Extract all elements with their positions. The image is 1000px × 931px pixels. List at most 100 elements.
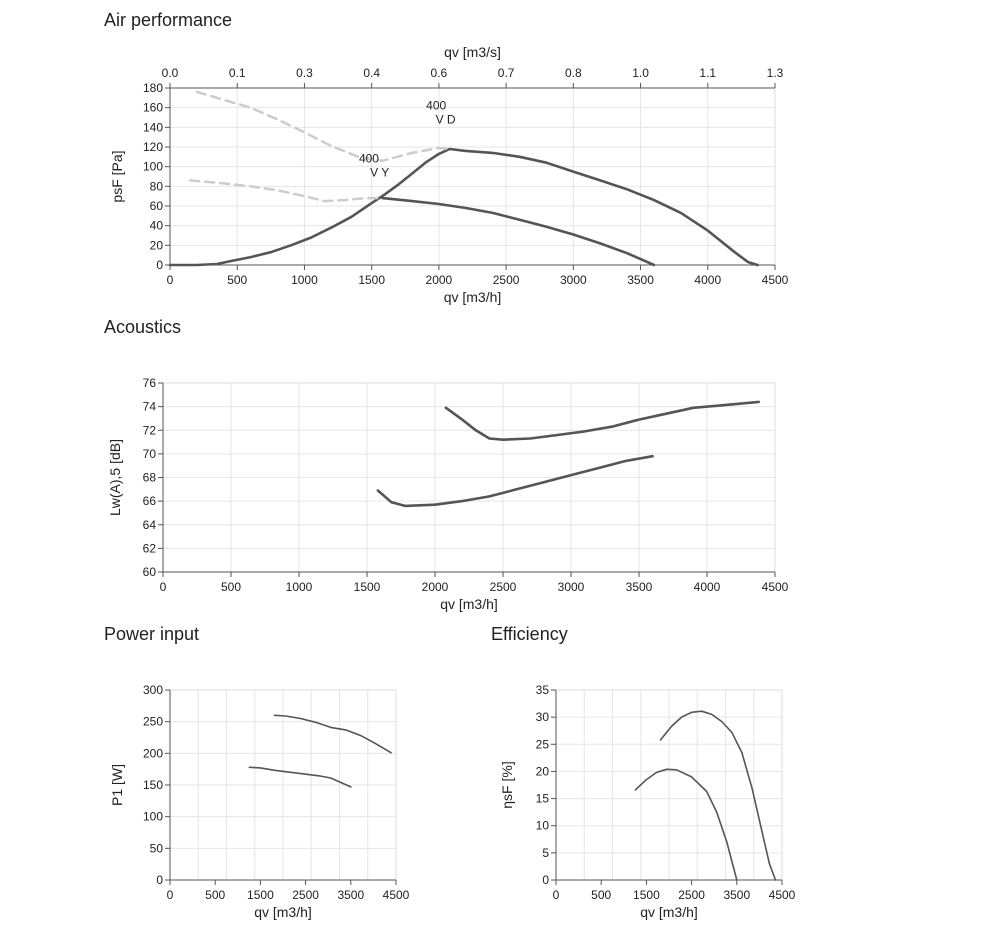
y-tick-label: 5 bbox=[542, 846, 549, 860]
x-tick-label: 2500 bbox=[490, 580, 517, 594]
x-axis-title: qv [m3/h] bbox=[254, 904, 312, 920]
x-tick-label: 0 bbox=[160, 580, 167, 594]
curve-annotation: V D bbox=[436, 112, 456, 126]
y-tick-label: 64 bbox=[143, 518, 157, 532]
section-title-air: Air performance bbox=[104, 10, 233, 30]
x-axis-title: qv [m3/h] bbox=[440, 596, 498, 612]
x2-tick-label: 1.1 bbox=[699, 66, 716, 80]
y-tick-label: 80 bbox=[150, 179, 164, 193]
x2-axis-title: qv [m3/s] bbox=[444, 44, 501, 60]
x2-tick-label: 0.0 bbox=[162, 66, 179, 80]
x-tick-label: 1000 bbox=[291, 273, 318, 287]
x-tick-label: 0 bbox=[167, 273, 174, 287]
y-tick-label: 100 bbox=[143, 160, 163, 174]
y-axis-title: Lw(A),5 [dB] bbox=[107, 439, 123, 516]
y-tick-label: 20 bbox=[150, 238, 164, 252]
y-axis-title: psF [Pa] bbox=[109, 150, 125, 202]
air-curve-2 bbox=[381, 196, 656, 267]
air-curve-1 bbox=[168, 147, 759, 267]
x-tick-label: 4500 bbox=[762, 580, 789, 594]
y-tick-label: 150 bbox=[143, 778, 163, 792]
y-tick-label: 100 bbox=[143, 810, 163, 824]
air-curve-3 bbox=[195, 90, 451, 163]
x2-tick-label: 1.3 bbox=[767, 66, 784, 80]
x-tick-label: 1500 bbox=[358, 273, 385, 287]
x2-tick-label: 0.8 bbox=[565, 66, 582, 80]
section-title-efficiency: Efficiency bbox=[491, 624, 568, 644]
y-tick-label: 72 bbox=[143, 423, 157, 437]
y-tick-label: 15 bbox=[536, 792, 550, 806]
x-tick-label: 500 bbox=[227, 273, 247, 287]
x2-tick-label: 1.0 bbox=[632, 66, 649, 80]
y-tick-label: 0 bbox=[156, 873, 163, 887]
y-tick-label: 68 bbox=[143, 471, 157, 485]
power-curve-2 bbox=[248, 766, 352, 788]
x2-tick-label: 0.1 bbox=[229, 66, 246, 80]
x-tick-label: 2000 bbox=[426, 273, 453, 287]
x-axis-title: qv [m3/h] bbox=[444, 289, 502, 305]
x-tick-label: 1500 bbox=[247, 888, 274, 902]
y-tick-label: 20 bbox=[536, 764, 550, 778]
x2-tick-label: 0.4 bbox=[363, 66, 380, 80]
plot-frame bbox=[169, 87, 776, 266]
x-tick-label: 2500 bbox=[292, 888, 319, 902]
x-tick-label: 0 bbox=[167, 888, 174, 902]
y-tick-label: 250 bbox=[143, 715, 163, 729]
y-tick-label: 10 bbox=[536, 819, 550, 833]
x-tick-label: 2500 bbox=[678, 888, 705, 902]
x-tick-label: 3000 bbox=[560, 273, 587, 287]
y-tick-label: 60 bbox=[150, 199, 164, 213]
efficiency-curve-1 bbox=[659, 710, 777, 881]
y-tick-label: 180 bbox=[143, 81, 163, 95]
x-tick-label: 3500 bbox=[626, 580, 653, 594]
y-tick-label: 200 bbox=[143, 746, 163, 760]
x-tick-label: 500 bbox=[221, 580, 241, 594]
curve-annotation: V Y bbox=[370, 166, 389, 180]
x-tick-label: 4500 bbox=[762, 273, 789, 287]
x-axis-title: qv [m3/h] bbox=[640, 904, 698, 920]
y-tick-label: 62 bbox=[143, 541, 157, 555]
power-chart: 0 50 100 150 200 250 300 0 500 1500 2500 3500 4500 qv… bbox=[109, 683, 410, 920]
x-tick-label: 4500 bbox=[383, 888, 410, 902]
x-tick-label: 3500 bbox=[627, 273, 654, 287]
y-tick-label: 25 bbox=[536, 737, 550, 751]
efficiency-curve-2 bbox=[634, 768, 738, 881]
y-axis-title: P1 [W] bbox=[109, 764, 125, 806]
x-tick-label: 0 bbox=[553, 888, 560, 902]
x2-tick-label: 0.7 bbox=[498, 66, 515, 80]
y-axis-title: ηsF [%] bbox=[499, 761, 515, 808]
y-tick-label: 120 bbox=[143, 140, 163, 154]
y-tick-label: 140 bbox=[143, 120, 163, 134]
y-tick-label: 76 bbox=[143, 376, 157, 390]
curve-annotation: 400 bbox=[359, 152, 379, 166]
y-tick-label: 70 bbox=[143, 447, 157, 461]
x-tick-label: 4000 bbox=[694, 273, 721, 287]
y-tick-label: 66 bbox=[143, 494, 157, 508]
x-tick-label: 3500 bbox=[723, 888, 750, 902]
y-tick-label: 300 bbox=[143, 683, 163, 697]
acoustics-curve-1 bbox=[444, 400, 760, 441]
curve-annotation: 400 bbox=[426, 99, 446, 113]
y-tick-label: 74 bbox=[143, 400, 157, 414]
y-tick-label: 0 bbox=[156, 258, 163, 272]
x-tick-label: 500 bbox=[591, 888, 611, 902]
y-tick-label: 40 bbox=[150, 219, 164, 233]
x-tick-label: 1000 bbox=[286, 580, 313, 594]
x-tick-label: 2500 bbox=[493, 273, 520, 287]
x-tick-label: 4000 bbox=[694, 580, 721, 594]
x-tick-label: 500 bbox=[205, 888, 225, 902]
acoustics-curve-2 bbox=[376, 454, 654, 508]
x-tick-label: 2000 bbox=[422, 580, 449, 594]
x-tick-label: 3500 bbox=[337, 888, 364, 902]
power-curve-1 bbox=[273, 714, 392, 754]
x-tick-label: 1500 bbox=[633, 888, 660, 902]
y-tick-label: 60 bbox=[143, 565, 157, 579]
x-tick-label: 1500 bbox=[354, 580, 381, 594]
y-tick-label: 160 bbox=[143, 101, 163, 115]
air-curve-4 bbox=[188, 179, 384, 203]
y-tick-label: 35 bbox=[536, 683, 550, 697]
y-tick-label: 0 bbox=[542, 873, 549, 887]
acoustics-chart: 60 62 64 66 68 70 72 74 76 0 500 1000 1500 2000 2500 30… bbox=[107, 376, 789, 612]
y-tick-label: 30 bbox=[536, 710, 550, 724]
